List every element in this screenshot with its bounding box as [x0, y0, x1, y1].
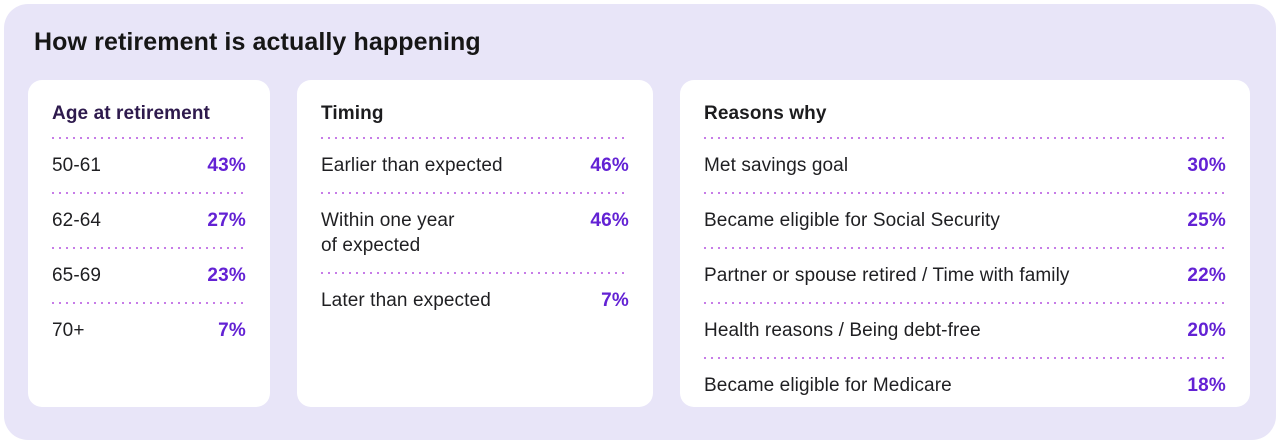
table-row: 62-64 27% — [52, 194, 246, 247]
row-label: 50-61 — [52, 155, 102, 176]
dotted-divider — [704, 137, 1226, 139]
row-label: 70+ — [52, 320, 85, 341]
table-row: Health reasons / Being debt-free 20% — [704, 304, 1226, 357]
card-reasons-why: Reasons why Met savings goal 30% Became … — [680, 80, 1250, 407]
row-value: 25% — [1187, 210, 1226, 231]
row-value: 7% — [601, 290, 629, 311]
dotted-divider — [52, 137, 246, 139]
row-value: 22% — [1187, 265, 1226, 286]
row-label: Earlier than expected — [321, 155, 503, 176]
row-label: 65-69 — [52, 265, 102, 286]
row-label: Became eligible for Medicare — [704, 375, 952, 396]
dotted-divider — [704, 247, 1226, 249]
row-value: 46% — [590, 155, 629, 176]
card-title: Age at retirement — [52, 103, 210, 124]
row-label: Within one year of expected — [321, 210, 455, 256]
dotted-divider — [704, 192, 1226, 194]
table-row: Met savings goal 30% — [704, 139, 1226, 192]
table-row: Earlier than expected 46% — [321, 139, 629, 192]
dotted-divider — [321, 137, 629, 139]
row-value: 43% — [207, 155, 246, 176]
table-row: Became eligible for Medicare 18% — [704, 359, 1226, 412]
row-label: Later than expected — [321, 290, 491, 311]
card-age-at-retirement: Age at retirement 50-61 43% 62-64 27% 65… — [28, 80, 270, 407]
row-value: 20% — [1187, 320, 1226, 341]
row-value: 7% — [218, 320, 246, 341]
row-label: Health reasons / Being debt-free — [704, 320, 981, 341]
cards-row: Age at retirement 50-61 43% 62-64 27% 65… — [28, 80, 1252, 407]
dotted-divider — [52, 247, 246, 249]
row-value: 30% — [1187, 155, 1226, 176]
card-title: Timing — [321, 103, 384, 124]
row-label: Became eligible for Social Security — [704, 210, 1001, 231]
dotted-divider — [52, 192, 246, 194]
table-row: 65-69 23% — [52, 249, 246, 302]
table-row: Partner or spouse retired / Time with fa… — [704, 249, 1226, 302]
row-label: Partner or spouse retired / Time with fa… — [704, 265, 1070, 286]
table-row: Later than expected 7% — [321, 274, 629, 327]
dotted-divider — [704, 302, 1226, 304]
row-value: 27% — [207, 210, 246, 231]
row-value: 18% — [1187, 375, 1226, 396]
row-label: 62-64 — [52, 210, 102, 231]
card-timing: Timing Earlier than expected 46% Within … — [297, 80, 653, 407]
table-row: Within one year of expected 46% — [321, 194, 629, 272]
card-title: Reasons why — [704, 103, 827, 124]
infographic-panel: How retirement is actually happening Age… — [4, 4, 1276, 440]
table-row: 50-61 43% — [52, 139, 246, 192]
row-label: Met savings goal — [704, 155, 849, 176]
row-value: 23% — [207, 265, 246, 286]
table-row: 70+ 7% — [52, 304, 246, 357]
dotted-divider — [321, 192, 629, 194]
row-value: 46% — [590, 210, 629, 231]
dotted-divider — [321, 272, 629, 274]
page-title: How retirement is actually happening — [34, 28, 481, 56]
dotted-divider — [704, 357, 1226, 359]
table-row: Became eligible for Social Security 25% — [704, 194, 1226, 247]
dotted-divider — [52, 302, 246, 304]
